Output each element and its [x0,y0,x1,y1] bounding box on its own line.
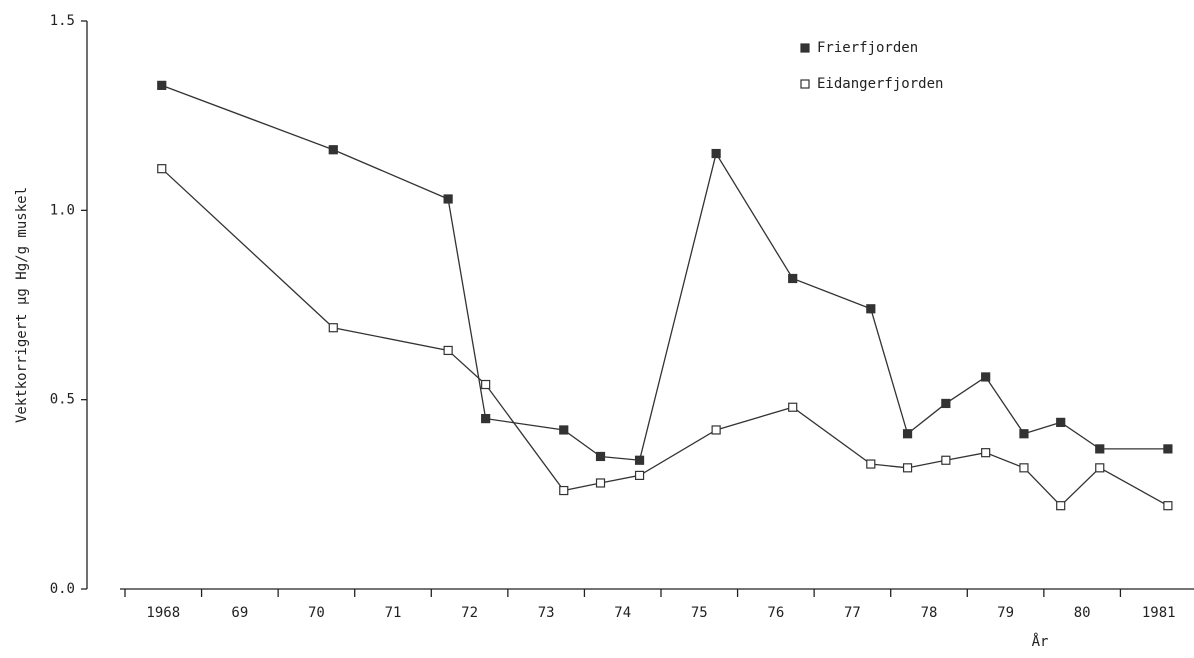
data-point [1163,444,1173,454]
x-tick-label: 72 [461,605,478,621]
data-point [711,148,721,159]
x-tick-label: 71 [385,605,402,621]
data-point [941,455,951,465]
legend-label: Eidangerfjorden [817,76,943,92]
data-point [866,459,876,469]
data-point [443,194,453,204]
data-point [328,323,338,333]
data-point [788,402,798,412]
x-tick-label: 70 [308,605,325,621]
data-point [481,379,491,390]
data-point [1095,463,1105,473]
x-tick-label: 73 [538,605,555,621]
x-tick-label: 1968 [146,605,180,621]
data-point [481,414,491,424]
data-point [634,455,645,465]
y-tick-label: 1.5 [50,13,75,29]
y-tick-label: 1.0 [50,202,75,218]
x-tick-label: 76 [767,605,784,621]
data-point [981,372,991,382]
series-line [161,168,1169,507]
data-point [788,273,798,284]
x-tick-label: 79 [997,605,1014,621]
x-tick-label: 69 [231,605,248,621]
data-point [328,145,338,155]
x-axis-label: År [1032,633,1049,650]
y-tick-label: 0.0 [50,581,75,597]
data-point [711,425,721,435]
data-point [595,478,606,488]
x-tick-label: 74 [614,605,631,621]
data-point [443,345,453,356]
data-point [1056,417,1066,427]
y-tick-label: 0.5 [50,392,75,408]
data-point [157,80,167,90]
data-point [866,304,876,314]
x-tick-label: 77 [844,605,861,621]
x-tick-label: 78 [921,605,938,621]
data-point [902,429,913,439]
data-point [941,398,951,409]
x-tick-label: 75 [691,605,708,621]
legend-label: Frierfjorden [817,40,918,56]
data-point [559,425,569,435]
x-tick-label: 80 [1074,605,1091,621]
legend-swatch [800,43,810,53]
data-point [1095,444,1105,454]
x-tick-label: 1981 [1142,605,1176,621]
data-point [902,463,913,473]
legend-swatch [800,79,810,89]
data-point [1163,501,1173,511]
y-axis-label: Vektkorrigert µg Hg/g muskel [14,187,30,423]
data-point [1056,501,1066,511]
data-point [1019,463,1029,473]
data-point [634,470,645,480]
data-point [595,451,606,462]
series-line [161,84,1168,461]
data-point [157,164,167,174]
data-point [559,485,569,496]
data-point [981,448,991,458]
data-point [1019,429,1029,439]
